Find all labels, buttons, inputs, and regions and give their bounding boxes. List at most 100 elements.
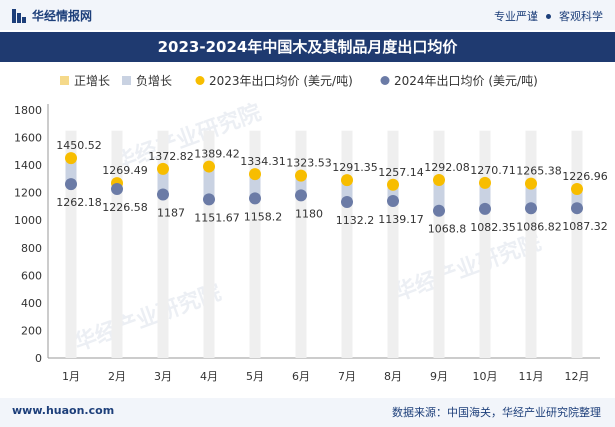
column-background: [65, 130, 77, 358]
point-2023: [433, 173, 445, 186]
y-tick-label: 200: [21, 324, 42, 337]
data-label-2024: 1086.82: [516, 220, 562, 233]
point-2023: [203, 160, 215, 173]
change-bar: [295, 175, 307, 196]
data-label-2023: 1323.53: [286, 157, 332, 170]
x-tick-label: 9月: [430, 370, 448, 383]
column-background: [203, 130, 215, 358]
y-tick-label: 800: [21, 242, 42, 255]
change-bar: [341, 180, 353, 203]
change-bar: [479, 182, 491, 209]
brand-name: 华经情报网: [32, 9, 93, 23]
brand: 华经情报网: [12, 7, 92, 24]
x-tick-label: 5月: [246, 370, 264, 383]
data-label-2024: 1262.18: [56, 196, 102, 209]
tagline-right: 客观科学: [559, 10, 603, 23]
change-bar: [249, 174, 261, 199]
y-tick-label: 400: [21, 297, 42, 310]
x-tick-label: 4月: [200, 370, 218, 383]
point-2024: [65, 178, 77, 191]
data-label-2024: 1139.17: [378, 213, 424, 226]
column-background: [249, 130, 261, 358]
change-bar: [433, 179, 445, 211]
y-tick-label: 600: [21, 269, 42, 282]
point-2023: [249, 168, 261, 181]
change-bar: [65, 158, 77, 185]
data-label-2023: 1226.96: [562, 170, 608, 183]
column-background: [479, 130, 491, 358]
tagline-left: 专业严谨: [494, 10, 538, 23]
column-background: [387, 130, 399, 358]
change-bar: [387, 184, 399, 202]
point-2024: [525, 202, 537, 215]
data-label-2024: 1132.2: [336, 214, 375, 227]
point-2023: [65, 152, 77, 165]
x-tick-label: 8月: [384, 370, 402, 383]
x-tick-label: 2月: [108, 370, 126, 383]
data-label-2024: 1087.32: [562, 220, 608, 233]
legend-label: 2024年出口均价 (美元/吨): [394, 74, 538, 88]
data-label-2024: 1158.2: [244, 210, 283, 223]
y-tick-label: 1600: [14, 132, 42, 145]
data-label-2024: 1180: [295, 207, 323, 220]
x-tick-label: 1月: [62, 370, 80, 383]
legend-swatch: [60, 76, 69, 85]
website-link[interactable]: www.huaon.com: [12, 404, 115, 417]
brand-logo-icon: [12, 8, 26, 23]
data-label-2024: 1082.35: [470, 221, 516, 234]
column-background: [295, 130, 307, 358]
legend-label: 2023年出口均价 (美元/吨): [209, 74, 353, 88]
top-bar: 华经情报网 专业严谨 客观科学: [0, 0, 615, 30]
point-2024: [111, 183, 123, 196]
footer: www.huaon.com 数据来源：中国海关，华经产业研究院整理: [0, 398, 615, 427]
data-label-2023: 1265.38: [516, 165, 562, 178]
data-label-2023: 1292.08: [424, 161, 470, 174]
point-2024: [479, 202, 491, 215]
y-tick-label: 1800: [14, 104, 42, 117]
point-2024: [157, 188, 169, 201]
legend-marker: [380, 76, 390, 85]
legend-swatch: [122, 76, 131, 85]
data-label-2024: 1151.67: [194, 211, 240, 224]
point-2023: [157, 162, 169, 175]
data-label-2024: 1226.58: [102, 201, 148, 214]
x-tick-label: 10月: [473, 370, 498, 383]
legend-marker: [195, 76, 205, 85]
change-bar: [203, 166, 215, 200]
y-tick-label: 0: [35, 352, 42, 365]
point-2023: [571, 182, 583, 195]
point-2024: [571, 202, 583, 215]
x-tick-label: 11月: [519, 370, 544, 383]
legend-label: 正增长: [74, 74, 110, 88]
change-bar: [525, 183, 537, 209]
point-2024: [295, 189, 307, 202]
point-2023: [341, 174, 353, 187]
point-2023: [525, 177, 537, 190]
column-background: [341, 130, 353, 358]
x-tick-label: 7月: [338, 370, 356, 383]
data-label-2023: 1270.71: [470, 164, 516, 177]
y-tick-label: 1000: [14, 214, 42, 227]
data-label-2023: 1334.31: [240, 155, 286, 168]
y-tick-label: 1200: [14, 187, 42, 200]
point-2024: [387, 195, 399, 208]
point-2024: [433, 204, 445, 217]
chart: 正增长 负增长 2023年出口均价 (美元/吨) 2024年出口均价 (美元/吨) 0 2…: [14, 74, 608, 383]
column-background: [111, 130, 123, 358]
data-label-2023: 1269.49: [102, 164, 148, 177]
point-2023: [479, 176, 491, 189]
change-bar: [571, 188, 583, 209]
data-source: 数据来源：中国海关，华经产业研究院整理: [392, 406, 601, 419]
x-tick-label: 3月: [154, 370, 172, 383]
y-tick-label: 1400: [14, 159, 42, 172]
point-2024: [341, 196, 353, 209]
legend-label: 负增长: [136, 74, 172, 88]
change-bar: [157, 168, 169, 195]
column-background: [157, 130, 169, 358]
data-label-2024: 1187: [157, 206, 185, 219]
data-label-2023: 1372.82: [148, 150, 194, 163]
point-2023: [295, 169, 307, 182]
data-label-2023: 1257.14: [378, 166, 424, 179]
point-2024: [203, 193, 215, 206]
x-tick-label: 6月: [292, 370, 310, 383]
